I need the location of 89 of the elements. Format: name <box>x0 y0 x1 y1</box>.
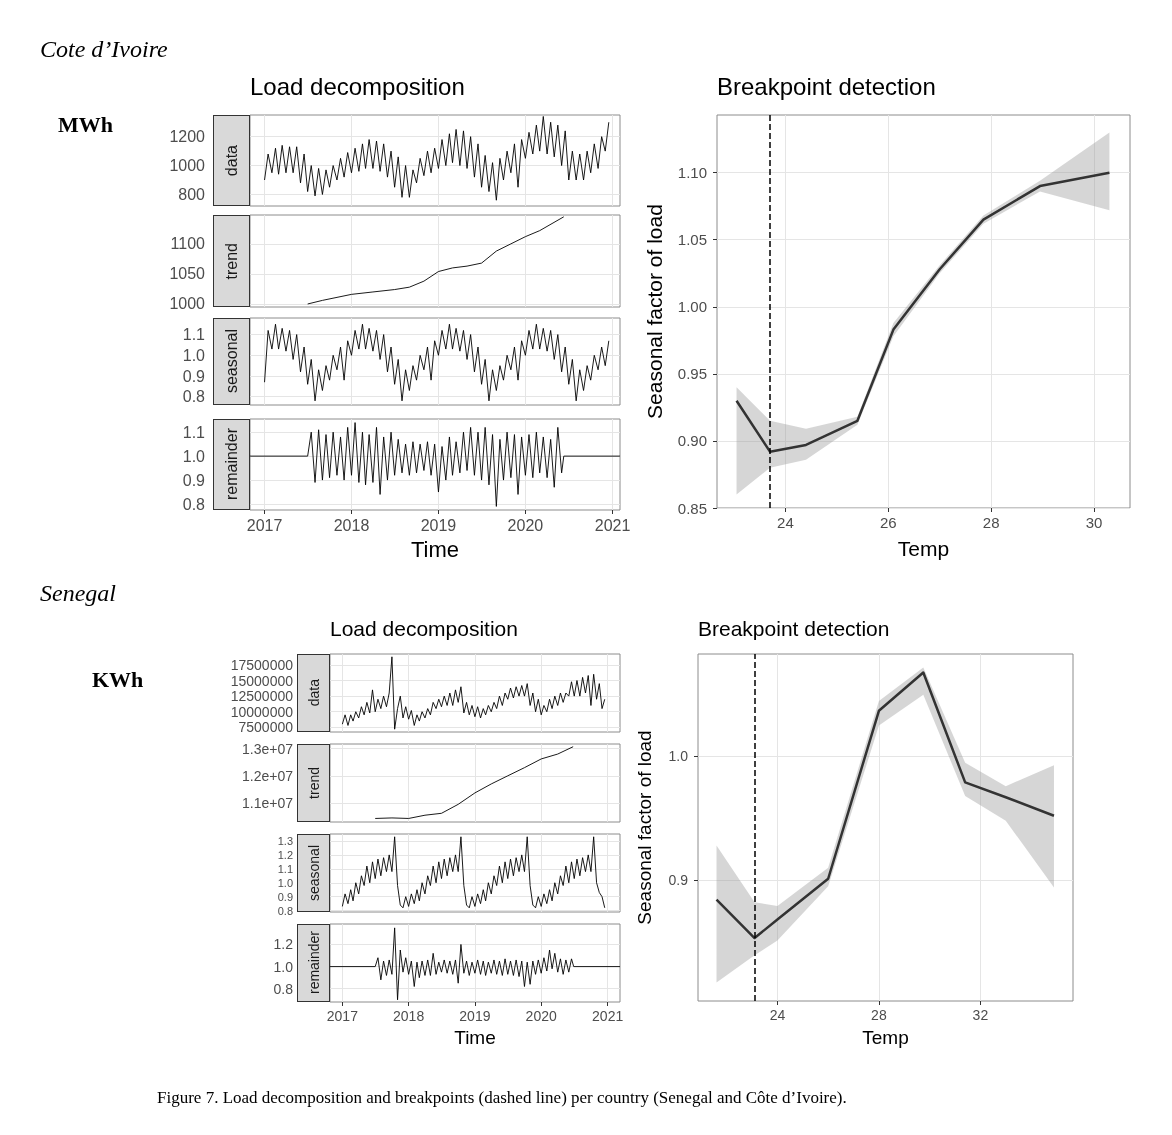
x-axis-title: Temp <box>897 537 950 560</box>
y-axis-title: Seasonal factor of load <box>643 204 666 419</box>
y-tick-label: 0.8 <box>277 904 293 917</box>
chart-title: Load decomposition <box>250 72 465 100</box>
x-axis-title: Time <box>454 1027 496 1048</box>
x-tick-label: 30 <box>1085 514 1103 531</box>
x-tick-label: 32 <box>972 1007 989 1023</box>
y-tick-label: 0.8 <box>182 495 206 513</box>
y-tick-label: 1.0 <box>668 748 689 765</box>
y-tick-label: 1.1 <box>182 326 206 344</box>
y-tick-label: 0.85 <box>677 499 707 517</box>
y-tick-label: 1.0 <box>273 958 294 975</box>
line-series <box>735 171 1111 453</box>
x-tick-label: 28 <box>982 514 1000 531</box>
y-axis-title: data <box>305 679 322 707</box>
y-tick-label: 0.8 <box>182 388 206 406</box>
x-tick-label: 2021 <box>594 516 631 534</box>
text: MWh <box>58 112 113 138</box>
y-tick-label: 0.95 <box>677 365 707 383</box>
y-tick-label: 7500000 <box>238 719 294 736</box>
y-tick-label: 0.9 <box>182 367 206 385</box>
x-tick-label: 26 <box>879 514 897 531</box>
x-tick-label: 2020 <box>525 1008 557 1024</box>
y-tick-label: 1.2 <box>277 848 293 861</box>
y-tick-label: 1.0 <box>182 346 206 364</box>
text: KWh <box>92 667 144 693</box>
y-tick-label: 800 <box>178 185 206 203</box>
x-tick-label: 24 <box>769 1007 786 1023</box>
y-tick-label: 1000 <box>169 157 206 175</box>
y-tick-label: 0.9 <box>277 890 293 903</box>
text: Senegal <box>40 580 116 607</box>
y-axis-title: Seasonal factor of load <box>634 730 655 925</box>
line-series <box>307 216 565 305</box>
y-tick-label: 1.2 <box>273 936 294 953</box>
line-series <box>249 422 621 507</box>
x-tick-label: 2018 <box>393 1008 425 1024</box>
chart-title: Breakpoint detection <box>698 617 890 640</box>
y-tick-label: 0.9 <box>182 471 206 489</box>
x-tick-label: 2020 <box>507 516 544 534</box>
y-tick-label: 12500000 <box>230 688 294 705</box>
line-series <box>374 746 574 819</box>
y-tick-label: 1.0 <box>277 876 293 889</box>
y-axis-title: remainder <box>305 931 322 995</box>
y-axis-title: data <box>222 144 241 177</box>
y-tick-label: 10000000 <box>230 703 294 720</box>
y-axis-title: remainder <box>222 428 241 501</box>
x-tick-label: 2019 <box>459 1008 491 1024</box>
line-series <box>264 115 610 201</box>
y-tick-label: 1.3e+07 <box>242 740 294 757</box>
x-axis-title: Temp <box>862 1027 909 1048</box>
x-tick-label: 2017 <box>246 516 283 534</box>
y-tick-label: 0.8 <box>273 980 294 997</box>
y-axis-title: seasonal <box>305 844 322 902</box>
y-axis-title: trend <box>222 242 241 280</box>
x-tick-label: 2021 <box>592 1008 624 1024</box>
y-axis-title: trend <box>305 767 322 799</box>
x-tick-label: 2019 <box>420 516 457 534</box>
line-series <box>329 927 621 1001</box>
y-tick-label: 1.3 <box>277 834 293 847</box>
y-tick-label: 1200 <box>169 128 206 146</box>
y-tick-label: 0.9 <box>668 871 689 888</box>
caption: Figure 7. Load decomposition and breakpoints (dashed line) per country (Senegal and Côte d’Ivoire). <box>157 1088 847 1108</box>
y-tick-label: 1.1e+07 <box>242 794 294 811</box>
y-tick-label: 1.1 <box>277 862 293 875</box>
x-tick-label: 24 <box>777 514 794 531</box>
line-series <box>341 836 606 909</box>
y-tick-label: 1100 <box>170 235 206 253</box>
y-tick-label: 1.1 <box>182 423 206 441</box>
y-tick-label: 1.10 <box>677 164 707 182</box>
y-tick-label: 0.90 <box>677 432 707 450</box>
x-tick-label: 28 <box>871 1007 887 1023</box>
line-series <box>715 671 1056 940</box>
text: Cote d’Ivoire <box>40 36 168 63</box>
x-tick-label: 2018 <box>333 516 370 534</box>
chart-title: Load decomposition <box>330 617 518 640</box>
y-tick-label: 1.00 <box>677 298 707 316</box>
y-tick-label: 15000000 <box>230 672 294 689</box>
y-tick-label: 1000 <box>169 295 206 313</box>
line-series <box>341 656 606 730</box>
y-tick-label: 1050 <box>169 265 206 283</box>
y-tick-label: 1.05 <box>677 231 707 249</box>
y-tick-label: 17500000 <box>230 656 294 673</box>
x-axis-title: Time <box>410 536 460 562</box>
y-tick-label: 1.2e+07 <box>242 767 294 784</box>
y-tick-label: 1.0 <box>182 447 206 465</box>
chart-title: Breakpoint detection <box>717 72 936 100</box>
x-tick-label: 2017 <box>326 1008 359 1024</box>
y-axis-title: seasonal <box>222 329 241 394</box>
line-series <box>264 323 610 402</box>
